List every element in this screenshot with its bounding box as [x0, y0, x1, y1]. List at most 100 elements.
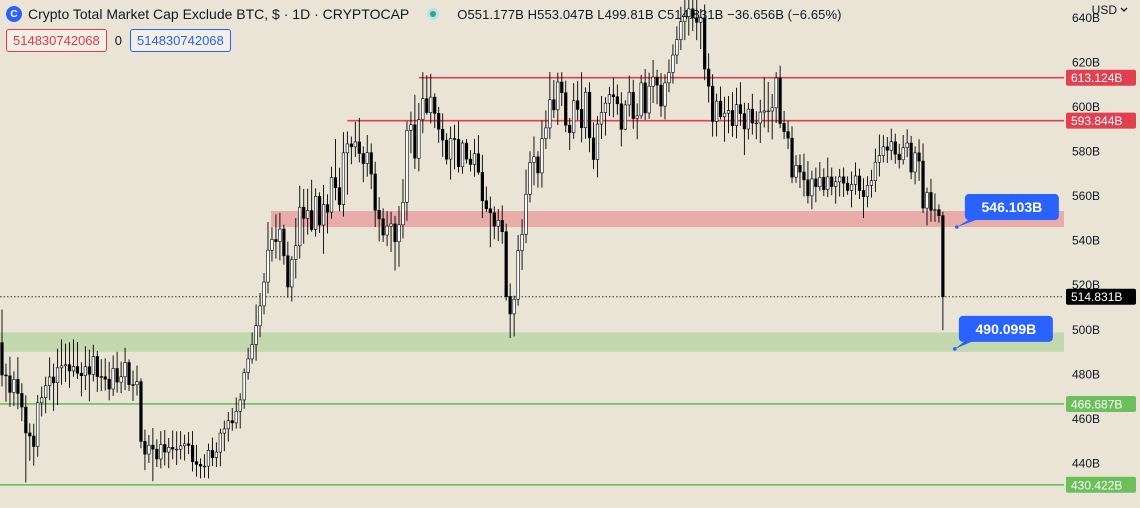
candle[interactable] [48, 357, 52, 401]
candle[interactable] [429, 73, 433, 124]
candle[interactable] [623, 100, 627, 130]
candle[interactable] [814, 167, 818, 203]
candle[interactable] [849, 171, 854, 208]
candle[interactable] [568, 117, 572, 150]
candle[interactable] [294, 218, 298, 279]
currency-selector[interactable]: USD [1092, 3, 1128, 17]
candle[interactable] [865, 176, 870, 208]
candle[interactable] [349, 136, 353, 165]
candle[interactable] [111, 355, 115, 396]
price-tag-green[interactable]: 466.687B [1066, 395, 1136, 412]
candle[interactable] [107, 361, 111, 401]
candle[interactable] [770, 94, 774, 140]
candle[interactable] [556, 72, 560, 125]
candle[interactable] [885, 137, 889, 163]
candle[interactable] [71, 339, 76, 377]
candle[interactable] [711, 74, 715, 137]
candle[interactable] [766, 81, 770, 133]
candle[interactable] [794, 155, 798, 183]
candle[interactable] [611, 77, 615, 118]
candle[interactable] [337, 167, 342, 212]
candle[interactable] [393, 215, 397, 271]
candle[interactable] [790, 126, 794, 184]
candle[interactable] [270, 227, 274, 262]
candle[interactable] [842, 167, 846, 197]
candle[interactable] [480, 154, 484, 219]
candle[interactable] [905, 129, 909, 158]
candle[interactable] [99, 359, 103, 392]
candle[interactable] [159, 431, 163, 469]
candle[interactable] [452, 124, 457, 170]
candle[interactable] [79, 362, 83, 397]
candle[interactable] [40, 386, 44, 417]
market-status-icon[interactable] [427, 8, 440, 20]
candle[interactable] [691, 0, 695, 32]
candle[interactable] [306, 188, 310, 235]
candle[interactable] [587, 82, 592, 153]
candle[interactable] [536, 151, 540, 188]
candle[interactable] [826, 157, 830, 197]
candle[interactable] [413, 94, 417, 169]
candle[interactable] [937, 204, 941, 223]
candle[interactable] [532, 136, 536, 186]
candle[interactable] [933, 193, 937, 222]
candle[interactable] [492, 206, 496, 240]
candle[interactable] [572, 83, 576, 139]
candle[interactable] [238, 393, 242, 429]
candle[interactable] [437, 106, 441, 143]
candle[interactable] [778, 65, 782, 129]
candle[interactable] [707, 53, 711, 103]
candle[interactable] [151, 428, 155, 482]
candle[interactable] [163, 430, 167, 466]
candle[interactable] [651, 59, 655, 103]
candle[interactable] [317, 192, 322, 234]
candle[interactable] [655, 69, 659, 105]
candle[interactable] [500, 205, 504, 244]
candle[interactable] [917, 139, 921, 181]
candle[interactable] [409, 111, 413, 154]
candle[interactable] [659, 73, 663, 117]
candle[interactable] [703, 4, 707, 81]
candle[interactable] [433, 93, 437, 129]
candle[interactable] [55, 348, 60, 406]
candle[interactable] [722, 96, 727, 142]
candle[interactable] [75, 342, 80, 379]
candle[interactable] [488, 196, 492, 248]
candle[interactable] [131, 370, 135, 401]
price-tag-red[interactable]: 613.124B [1066, 69, 1136, 86]
candle[interactable] [861, 178, 866, 219]
candle[interactable] [210, 437, 215, 467]
candle[interactable] [846, 176, 850, 195]
candle[interactable] [357, 117, 361, 163]
candle[interactable] [63, 343, 68, 382]
candle[interactable] [290, 256, 294, 302]
candle[interactable] [254, 304, 258, 361]
candle[interactable] [377, 197, 381, 242]
candle[interactable] [528, 151, 532, 203]
candle[interactable] [298, 185, 302, 259]
candle[interactable] [798, 154, 802, 189]
candle[interactable] [12, 371, 16, 407]
candle[interactable] [246, 347, 250, 380]
candle[interactable] [746, 102, 750, 140]
candle[interactable] [155, 439, 159, 468]
candle[interactable] [877, 134, 881, 177]
price-callout[interactable]: 490.099B [953, 315, 1053, 351]
candle[interactable] [302, 188, 306, 244]
candle[interactable] [873, 148, 877, 193]
candle[interactable] [266, 222, 270, 294]
candle[interactable] [44, 376, 48, 414]
candle[interactable] [381, 208, 385, 242]
candle[interactable] [580, 72, 584, 143]
candle[interactable] [186, 432, 191, 455]
candle[interactable] [286, 241, 290, 298]
candle[interactable] [782, 110, 786, 140]
candle[interactable] [401, 179, 405, 239]
candle[interactable] [36, 395, 40, 457]
candle[interactable] [16, 357, 20, 410]
candle[interactable] [262, 272, 266, 315]
candle[interactable] [321, 184, 326, 254]
callouts-layer[interactable]: 546.103B 490.099B [953, 194, 1059, 351]
candle[interactable] [520, 219, 524, 271]
candle[interactable] [139, 378, 143, 449]
